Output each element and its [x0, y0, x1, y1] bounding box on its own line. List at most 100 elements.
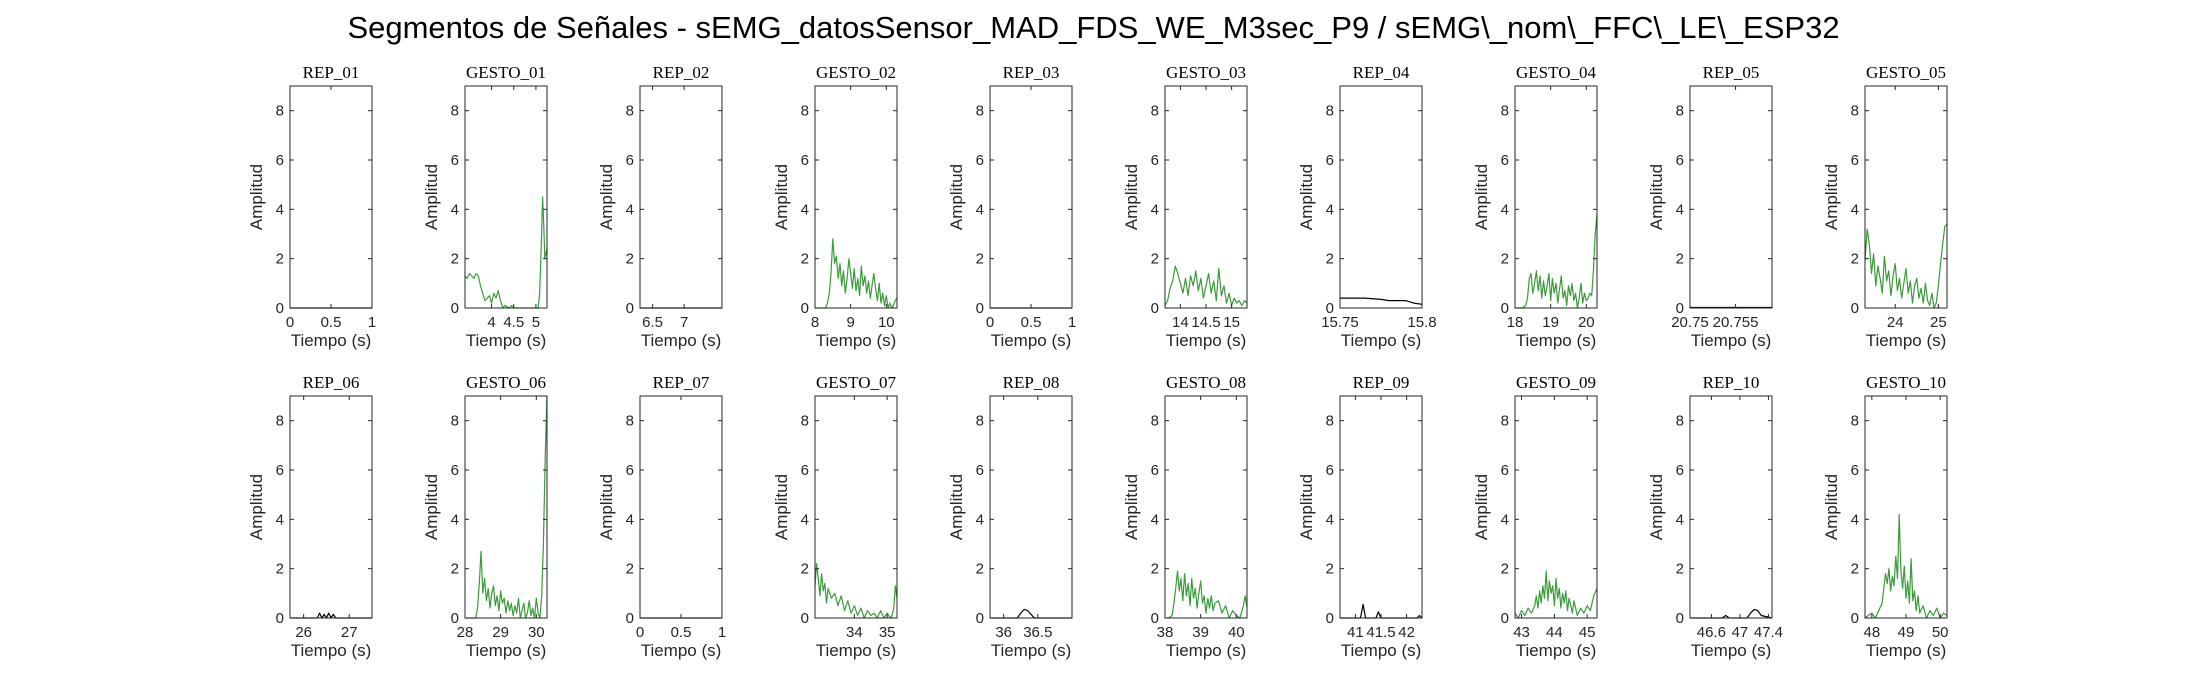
- y-tick-label: 4: [1851, 511, 1859, 528]
- y-tick-label: 6: [1151, 152, 1159, 169]
- y-tick-label: 0: [1501, 610, 1509, 627]
- axes-box: [1514, 395, 1598, 619]
- subplot-title: GESTO_05: [1866, 63, 1946, 82]
- subplot-gesto-07: 0 2 4 6 8 34 35 GESTO_07 Tiempo (s) Amplitud: [772, 373, 898, 660]
- x-tick-label: 0.5: [1021, 314, 1042, 331]
- y-tick-label: 4: [1326, 511, 1334, 528]
- series-line: [1864, 513, 1948, 619]
- axes-box: [989, 85, 1073, 309]
- y-tick-label: 8: [1851, 413, 1859, 430]
- x-tick-label: 18: [1507, 314, 1524, 331]
- x-tick-label: 1: [368, 314, 376, 331]
- x-tick-label: 35: [879, 624, 896, 641]
- y-tick-label: 8: [626, 413, 634, 430]
- y-tick-label: 6: [1676, 462, 1684, 479]
- y-tick-label: 4: [276, 511, 284, 528]
- x-axis-label: Tiempo (s): [1516, 331, 1597, 350]
- x-tick-label: 26: [295, 624, 312, 641]
- y-tick-label: 0: [801, 300, 809, 317]
- y-tick-label: 2: [451, 561, 459, 578]
- x-tick-label: 7: [680, 314, 688, 331]
- x-tick-label: 1: [1068, 314, 1076, 331]
- x-tick-label: 1: [718, 624, 726, 641]
- y-tick-label: 6: [1501, 152, 1509, 169]
- x-tick-label: 44: [1546, 624, 1563, 641]
- y-tick-label: 8: [451, 413, 459, 430]
- x-axis-label: Tiempo (s): [1166, 331, 1247, 350]
- series-line: [1690, 608, 1773, 619]
- y-tick-label: 6: [1501, 462, 1509, 479]
- y-axis-label: Amplitud: [422, 474, 441, 540]
- axes-box: [1339, 85, 1423, 309]
- y-tick-label: 2: [1501, 251, 1509, 268]
- x-tick-label: 36: [995, 624, 1012, 641]
- x-axis-label: Tiempo (s): [991, 331, 1072, 350]
- series-line: [465, 395, 548, 619]
- x-tick-label: 24: [1887, 314, 1904, 331]
- series-line: [464, 196, 548, 309]
- axes-box: [1164, 395, 1248, 619]
- y-tick-label: 8: [1151, 413, 1159, 430]
- y-tick-label: 8: [1676, 413, 1684, 430]
- y-tick-label: 2: [976, 561, 984, 578]
- axes-box: [1864, 395, 1948, 619]
- y-tick-label: 2: [976, 251, 984, 268]
- axes-box: [1339, 395, 1423, 619]
- series-line: [1515, 214, 1598, 309]
- series-line: [1864, 223, 1948, 309]
- series-line: [1514, 570, 1598, 619]
- x-tick-label: 39: [1192, 624, 1209, 641]
- x-axis-label: Tiempo (s): [641, 641, 722, 660]
- axes-box: [1689, 395, 1773, 619]
- y-tick-label: 8: [976, 103, 984, 120]
- subplot-title: GESTO_04: [1516, 63, 1596, 82]
- x-tick-label: 4: [487, 314, 495, 331]
- axes-box: [1689, 85, 1773, 309]
- y-tick-label: 6: [801, 152, 809, 169]
- y-tick-label: 4: [1501, 201, 1509, 218]
- x-axis-label: Tiempo (s): [816, 641, 897, 660]
- y-tick-label: 8: [1151, 103, 1159, 120]
- axes-box: [639, 395, 723, 619]
- x-axis-label: Tiempo (s): [1866, 641, 1947, 660]
- x-tick-label: 47: [1732, 624, 1749, 641]
- y-tick-label: 8: [276, 413, 284, 430]
- y-tick-label: 6: [626, 462, 634, 479]
- y-tick-label: 0: [1151, 610, 1159, 627]
- y-tick-label: 8: [976, 413, 984, 430]
- y-axis-label: Amplitud: [1122, 474, 1141, 540]
- x-tick-label: 20: [1578, 314, 1595, 331]
- y-tick-label: 0: [1851, 610, 1859, 627]
- x-axis-label: Tiempo (s): [1341, 331, 1422, 350]
- y-axis-label: Amplitud: [1472, 164, 1491, 230]
- y-axis-label: Amplitud: [1647, 474, 1666, 540]
- axes-box: [1514, 85, 1598, 309]
- y-axis-label: Amplitud: [1822, 474, 1841, 540]
- y-axis-label: Amplitud: [1822, 164, 1841, 230]
- y-tick-label: 4: [451, 201, 459, 218]
- subplot-rep-09: 0 2 4 6 8 41 41.5 42 REP_09 Tiempo (s) Amplitud: [1297, 373, 1423, 660]
- y-tick-label: 0: [1151, 300, 1159, 317]
- axes-box: [639, 85, 723, 309]
- x-tick-label: 4.5: [503, 314, 524, 331]
- y-tick-label: 2: [1676, 251, 1684, 268]
- y-tick-label: 6: [801, 462, 809, 479]
- y-axis-label: Amplitud: [597, 164, 616, 230]
- series-line: [1340, 603, 1423, 619]
- y-tick-label: 2: [1501, 561, 1509, 578]
- subplot-rep-04: 0 2 4 6 8 15.75 15.8 REP_04 Tiempo (s) Amplitud: [1297, 63, 1437, 350]
- y-tick-label: 4: [801, 201, 809, 218]
- y-tick-label: 2: [626, 561, 634, 578]
- y-tick-label: 0: [1676, 300, 1684, 317]
- subplot-gesto-10: 0 2 4 6 8 48 49 50 GESTO_10 Tiempo (s) Amplitud: [1822, 373, 1949, 660]
- x-tick-label: 48: [1863, 624, 1880, 641]
- subplot-title: REP_01: [303, 63, 360, 82]
- x-axis-label: Tiempo (s): [291, 331, 372, 350]
- subplot-gesto-04: 0 2 4 6 8 18 19 20 GESTO_04 Tiempo (s) Amplitud: [1472, 63, 1598, 350]
- y-tick-label: 2: [1151, 561, 1159, 578]
- x-tick-label: 49: [1898, 624, 1915, 641]
- x-axis-label: Tiempo (s): [816, 331, 897, 350]
- x-tick-label: 30: [528, 624, 545, 641]
